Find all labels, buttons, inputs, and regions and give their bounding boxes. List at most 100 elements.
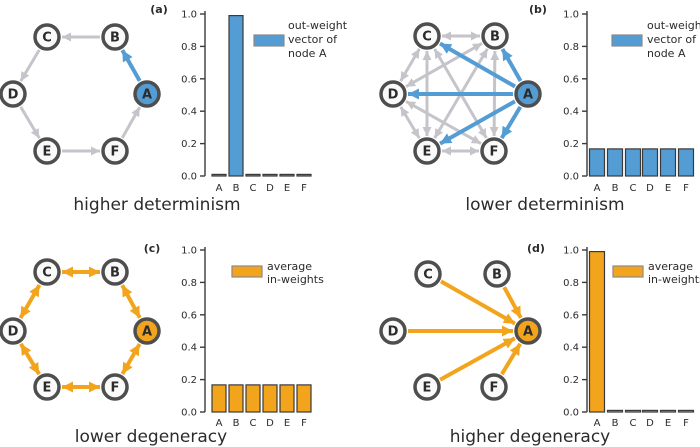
- bar-D-panel-c: [262, 384, 278, 413]
- node-D-panel-d: [379, 317, 407, 345]
- node-E-panel-b: [413, 137, 441, 165]
- x-category-label-panel-c: C: [250, 418, 257, 429]
- bar-C-panel-d: [624, 409, 642, 413]
- network-diagrams-layer: [0, 22, 542, 401]
- panel-letter-a: (a): [150, 3, 167, 16]
- node-B-panel-b: [481, 22, 509, 50]
- y-tick-label-panel-b: 0.0: [563, 172, 579, 183]
- node-label-B-panel-d: B: [492, 268, 502, 283]
- y-tick-label-panel-b: 0.8: [563, 42, 579, 53]
- edge-C-D: [19, 49, 41, 82]
- bar-C-panel-c: [245, 384, 261, 413]
- edge-D-E: [19, 106, 41, 139]
- legend-swatch-panel-c: [231, 265, 263, 278]
- edge-A-C: [439, 41, 516, 89]
- edge-D-F: [405, 100, 482, 145]
- bar-F-panel-c: [296, 384, 312, 413]
- y-tick-label-panel-b: 1.0: [563, 10, 579, 21]
- bar-A-panel-d: [588, 251, 606, 413]
- node-F-panel-d: [480, 373, 508, 401]
- node-A-panel-a: [133, 80, 161, 108]
- legend-label-panel-c: in-weights: [267, 273, 324, 286]
- legend-label-panel-b: node A: [647, 47, 686, 60]
- node-label-F-panel-b: F: [490, 145, 499, 160]
- x-category-label-panel-c: B: [233, 418, 240, 429]
- node-label-E-panel-c: E: [43, 381, 52, 396]
- x-category-label-panel-b: C: [630, 183, 637, 194]
- node-D-panel-b: [379, 80, 407, 108]
- legend-swatch-panel-b: [611, 34, 643, 47]
- bar-B-panel-c: [228, 384, 244, 413]
- node-A-panel-b: [514, 80, 542, 108]
- node-label-D-panel-c: D: [8, 325, 19, 340]
- node-D-panel-c: [0, 317, 27, 345]
- edge-A-B: [120, 49, 142, 82]
- panel-caption-c: lower degeneracy: [75, 427, 227, 447]
- y-tick-label-panel-c: 0.4: [181, 343, 197, 354]
- y-tick-label-panel-c: 0.0: [181, 408, 197, 419]
- edge-A-B: [500, 48, 523, 82]
- x-category-label-panel-b: E: [665, 183, 671, 194]
- node-label-E-panel-a: E: [43, 145, 52, 160]
- node-label-B-panel-c: B: [110, 266, 120, 281]
- node-label-D-panel-a: D: [8, 88, 19, 103]
- node-label-F-panel-d: F: [490, 381, 499, 396]
- legend-label-panel-a: node A: [288, 47, 327, 60]
- legend-label-panel-a: vector of: [288, 33, 338, 46]
- x-category-label-panel-d: C: [630, 418, 637, 429]
- panel-letter-c: (c): [144, 242, 161, 255]
- node-label-F-panel-c: F: [111, 381, 120, 396]
- edge-F-A: [500, 342, 522, 376]
- bar-E-panel-c: [279, 384, 295, 413]
- node-label-C-panel-b: C: [422, 30, 432, 45]
- bar-F-panel-d: [677, 409, 695, 413]
- edge-A-F: [120, 343, 142, 375]
- edge-A-F: [499, 105, 523, 140]
- node-F-panel-a: [101, 137, 129, 165]
- bar-E-panel-b: [659, 148, 677, 177]
- edge-F-A: [120, 106, 142, 139]
- node-F-panel-b: [480, 137, 508, 165]
- node-label-A-panel-c: A: [142, 325, 152, 340]
- bar-D-panel-d: [641, 409, 659, 413]
- bar-C-panel-a: [245, 173, 261, 177]
- y-tick-label-panel-d: 0.6: [563, 310, 579, 321]
- node-E-panel-a: [33, 137, 61, 165]
- x-category-label-panel-c: E: [284, 418, 290, 429]
- x-category-label-panel-c: A: [216, 418, 223, 429]
- y-tick-label-panel-c: 0.8: [181, 278, 197, 289]
- bar-D-panel-b: [641, 148, 659, 177]
- panel-caption-b: lower determinism: [465, 195, 624, 215]
- legend-label-panel-d: in-weights: [648, 273, 700, 286]
- bar-A-panel-b: [588, 148, 606, 177]
- bar-E-panel-d: [659, 409, 677, 413]
- edge-D-C: [18, 284, 42, 319]
- panel-letter-d: (d): [527, 242, 545, 255]
- x-category-label-panel-a: D: [266, 183, 274, 194]
- bar-charts-layer: [200, 11, 695, 413]
- y-tick-label-panel-d: 1.0: [563, 246, 579, 257]
- node-C-panel-c: [33, 258, 61, 286]
- node-C-panel-b: [413, 22, 441, 50]
- x-category-label-panel-d: A: [594, 418, 601, 429]
- y-tick-label-panel-a: 0.6: [181, 74, 197, 85]
- y-tick-label-panel-d: 0.2: [563, 375, 579, 386]
- y-tick-label-panel-a: 1.0: [181, 10, 197, 21]
- node-label-E-panel-b: E: [423, 145, 432, 160]
- node-label-F-panel-a: F: [111, 145, 120, 160]
- x-category-label-panel-a: B: [233, 183, 240, 194]
- x-category-label-panel-b: A: [594, 183, 601, 194]
- node-A-panel-c: [133, 317, 161, 345]
- node-label-E-panel-d: E: [423, 381, 432, 396]
- panel-caption-d: higher degeneracy: [450, 427, 610, 447]
- bar-B-panel-d: [606, 409, 624, 413]
- edge-B-A: [120, 284, 142, 319]
- node-label-C-panel-a: C: [42, 31, 52, 46]
- y-tick-label-panel-d: 0.4: [563, 343, 579, 354]
- node-label-A-panel-d: A: [523, 325, 533, 340]
- y-tick-label-panel-a: 0.8: [181, 42, 197, 53]
- node-label-C-panel-c: C: [42, 266, 52, 281]
- y-tick-label-panel-c: 1.0: [181, 246, 197, 257]
